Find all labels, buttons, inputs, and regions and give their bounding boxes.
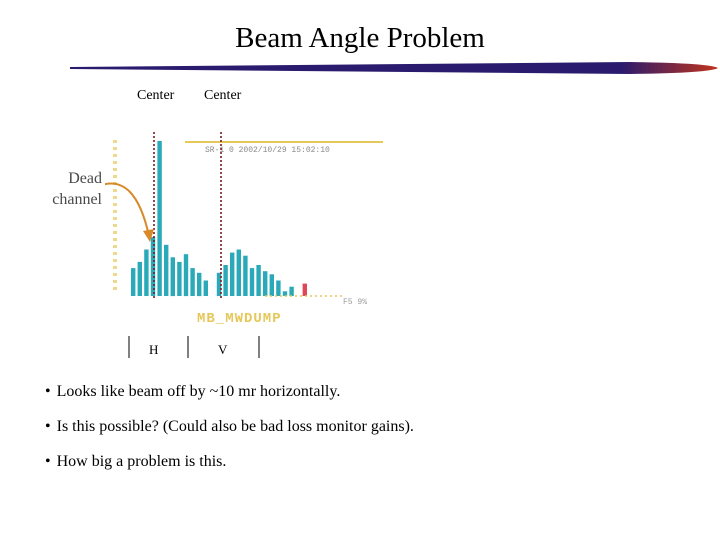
plot-bar [236, 249, 241, 296]
bullet-3: • How big a problem is this. [45, 453, 227, 470]
hv-brackets [128, 336, 260, 358]
left-axis-tick [113, 175, 117, 178]
left-axis-tick [113, 210, 117, 213]
v-label: V [218, 342, 228, 357]
left-axis-tick [113, 245, 117, 248]
plot-display-name: MB_MWDUMP [197, 311, 282, 327]
left-axis-tick [113, 196, 117, 199]
left-axis-tick [113, 161, 117, 164]
left-axis-tick [113, 259, 117, 262]
plot-bars [131, 141, 307, 297]
plot-bar [190, 268, 195, 296]
slide-title: Beam Angle Problem [235, 22, 485, 54]
bullet-1: • Looks like beam off by ~10 mr horizonta… [45, 383, 341, 400]
left-axis-tick [113, 140, 117, 143]
plot-bar [263, 271, 268, 296]
left-axis-scale [113, 140, 117, 290]
plot-bar [230, 252, 235, 296]
plot-bar [223, 265, 228, 296]
left-axis-tick [113, 252, 117, 255]
plot-bar [203, 280, 208, 296]
plot-bar [150, 237, 156, 296]
left-axis-tick [113, 217, 117, 220]
plot-bar [256, 265, 261, 296]
left-axis-tick [113, 238, 117, 241]
bullet-2-text: Is this possible? (Could also be bad los… [56, 418, 414, 435]
plot-bottom-right-text: F5 9% [343, 298, 367, 307]
loss-monitor-plot: SR-1 0 2002/10/29 15:02:10 F5 9% MB_MWDU… [105, 132, 383, 327]
plot-bar [144, 249, 149, 296]
plot-bar [183, 254, 189, 297]
plot-bar [282, 291, 288, 296]
plot-bar [302, 283, 307, 296]
plot-bar [137, 261, 142, 296]
dead-channel-arrowhead [143, 229, 154, 242]
plot-bar [289, 286, 294, 296]
left-axis-tick [113, 203, 117, 206]
left-axis-tick [113, 147, 117, 150]
plot-bar [269, 274, 274, 296]
left-axis-tick [113, 280, 117, 283]
h-label: H [149, 342, 159, 357]
left-axis-tick [113, 154, 117, 157]
plot-bar [177, 261, 182, 296]
left-axis-tick [113, 273, 117, 276]
plot-bar [216, 272, 222, 297]
bullet-1-text: Looks like beam off by ~10 mr horizontal… [56, 383, 341, 400]
dead-channel-label: Dead channel [52, 170, 102, 208]
plot-header-text: SR-1 0 2002/10/29 15:02:10 [205, 146, 330, 155]
plot-bar [276, 280, 281, 296]
left-axis-tick [113, 224, 117, 227]
plot-bar [243, 255, 248, 296]
title-underline-bar [70, 62, 718, 74]
left-axis-tick [113, 189, 117, 192]
plot-bar [249, 268, 255, 296]
plot-bar [131, 268, 136, 296]
plot-bar [157, 141, 162, 296]
dead-channel-arrow [105, 182, 150, 237]
plot-bar [170, 257, 175, 297]
bullet-2: • Is this possible? (Could also be bad lo… [45, 418, 414, 435]
left-axis-tick [113, 231, 117, 234]
center-label-v: Center [204, 88, 242, 103]
left-axis-tick [113, 266, 117, 269]
center-label-h: Center [137, 88, 175, 103]
plot-bar [197, 272, 202, 297]
plot-bar [164, 244, 169, 296]
bullet-3-text: How big a problem is this. [56, 453, 227, 470]
left-axis-tick [113, 168, 117, 171]
left-axis-tick [113, 287, 117, 290]
